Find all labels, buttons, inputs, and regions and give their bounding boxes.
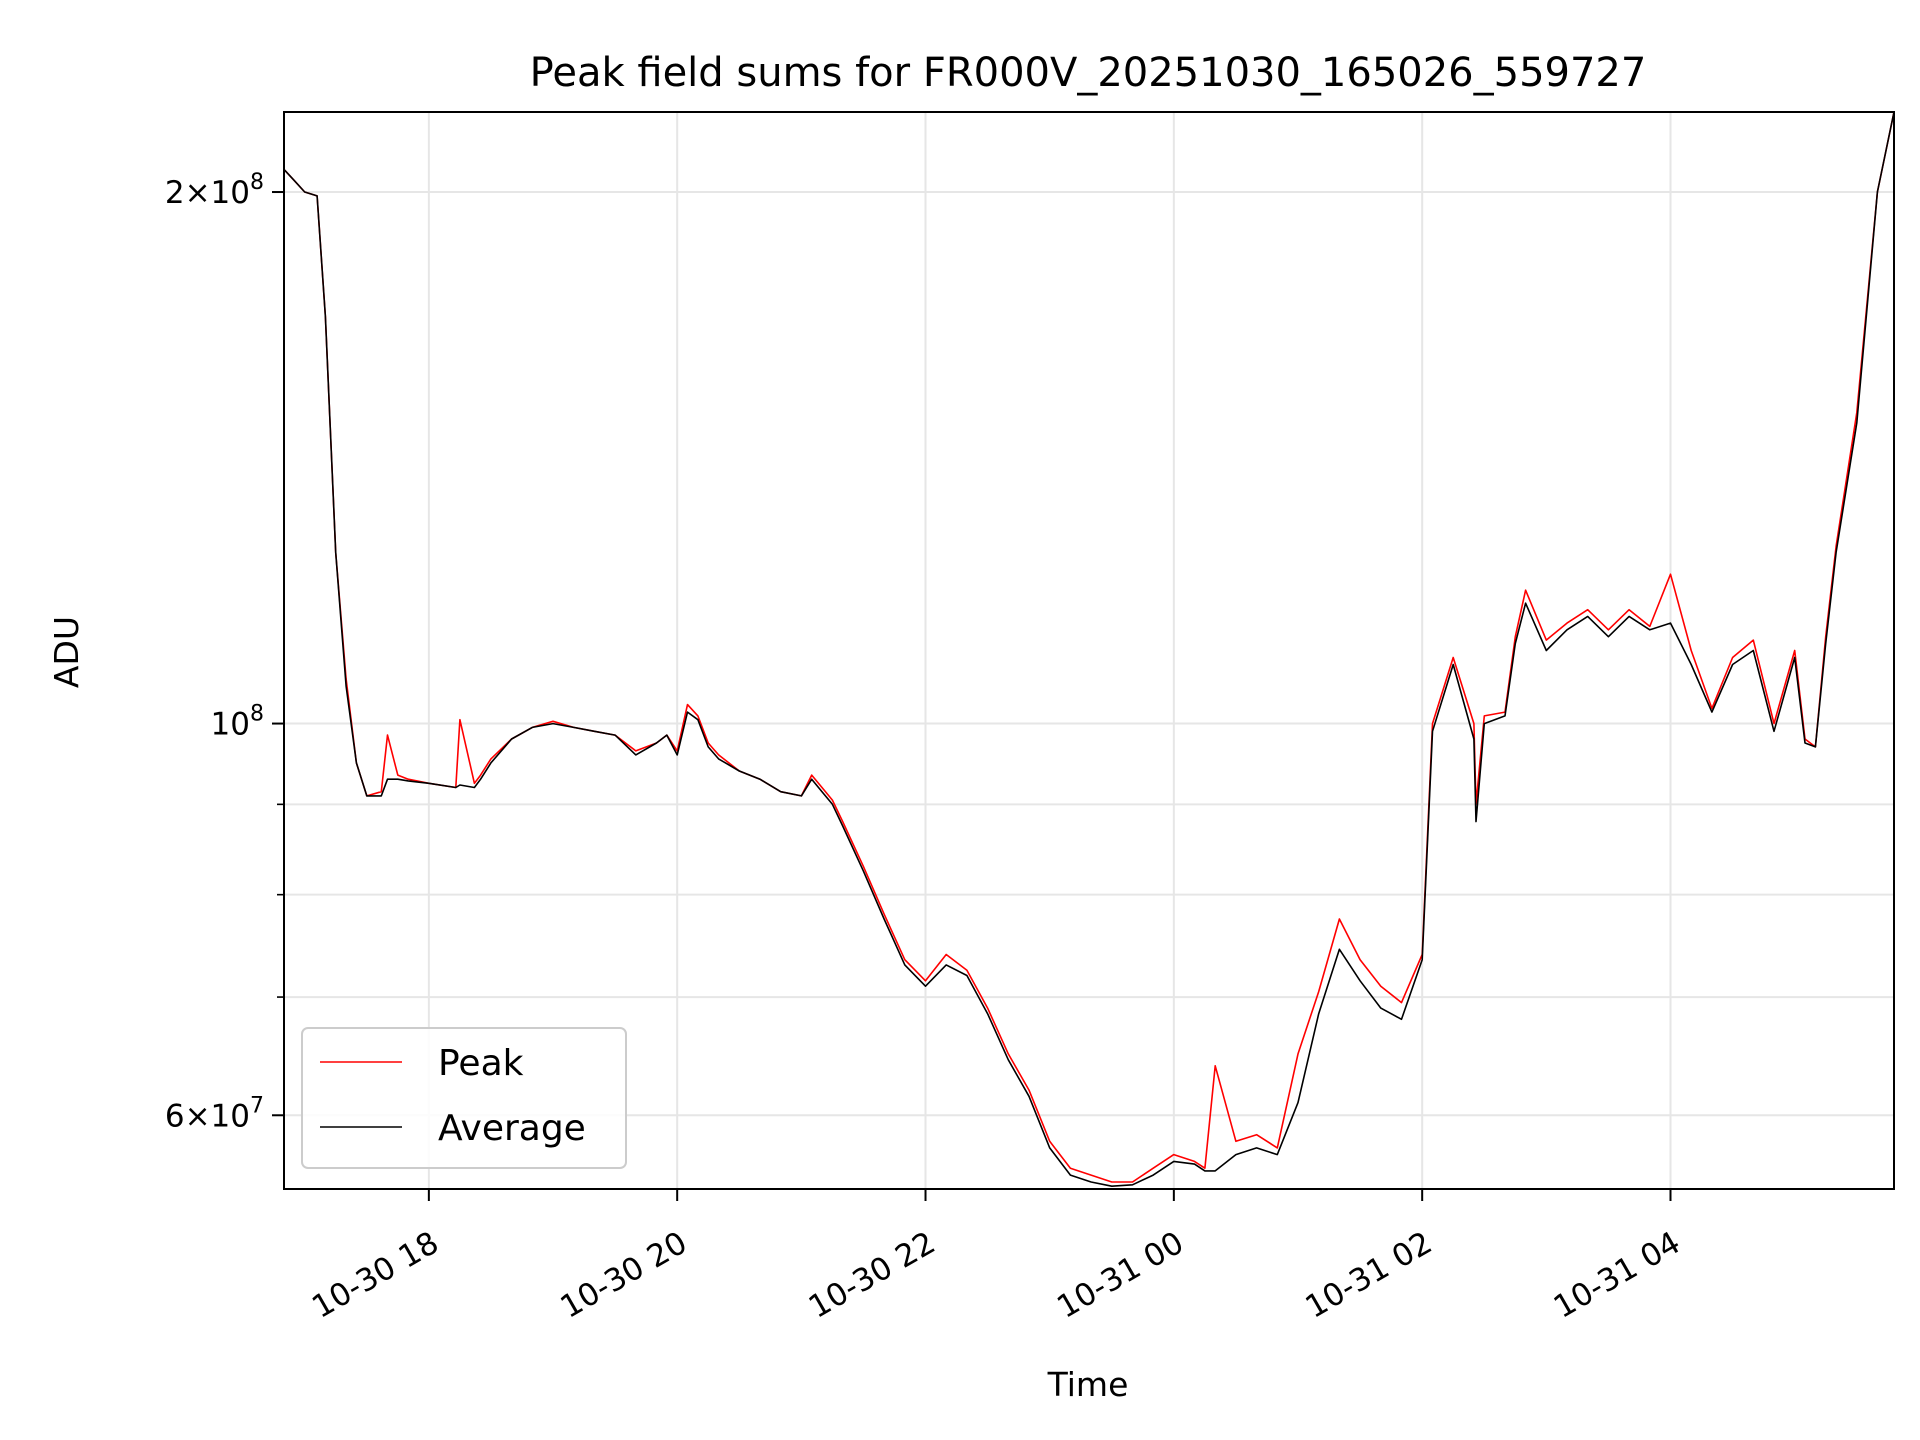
- chart-title: Peak field sums for FR000V_20251030_1650…: [530, 50, 1647, 96]
- y-tick-label: 2×108: [165, 170, 264, 211]
- x-tick-label: 10-31 00: [1051, 1225, 1190, 1326]
- y-tick-label: 6×107: [165, 1093, 264, 1134]
- x-tick-label: 10-30 22: [803, 1225, 942, 1326]
- y-tick-base: 10: [211, 707, 250, 743]
- series-layer: [283, 111, 1895, 1187]
- y-tick-exponent: 8: [250, 170, 264, 195]
- y-tick-exponent: 8: [250, 702, 264, 727]
- plot-frame: [283, 111, 1895, 1190]
- y-tick-exponent: 7: [250, 1093, 264, 1118]
- series-line-average: [283, 111, 1895, 1187]
- x-axis: 10-30 18 10-30 20 10-30 22 10-31 00 10-31 02…: [306, 1189, 1687, 1326]
- x-tick-label: 10-31 02: [1299, 1225, 1438, 1326]
- legend-label-average: Average: [438, 1108, 586, 1149]
- legend-box: [301, 1027, 627, 1169]
- y-tick-label: 108: [211, 702, 264, 743]
- y-tick-base: 6×10: [165, 1098, 250, 1134]
- legend-label-peak: Peak: [438, 1043, 524, 1084]
- y-axis-label: ADU: [47, 616, 86, 688]
- x-tick-label: 10-30 20: [554, 1225, 693, 1326]
- legend: Peak Average: [301, 1027, 627, 1169]
- x-tick-label: 10-31 04: [1548, 1225, 1687, 1326]
- y-tick-base: 2×10: [165, 175, 250, 211]
- x-axis-label: Time: [1047, 1365, 1129, 1404]
- series-line-peak: [283, 111, 1895, 1183]
- x-tick-label: 10-30 18: [306, 1225, 445, 1326]
